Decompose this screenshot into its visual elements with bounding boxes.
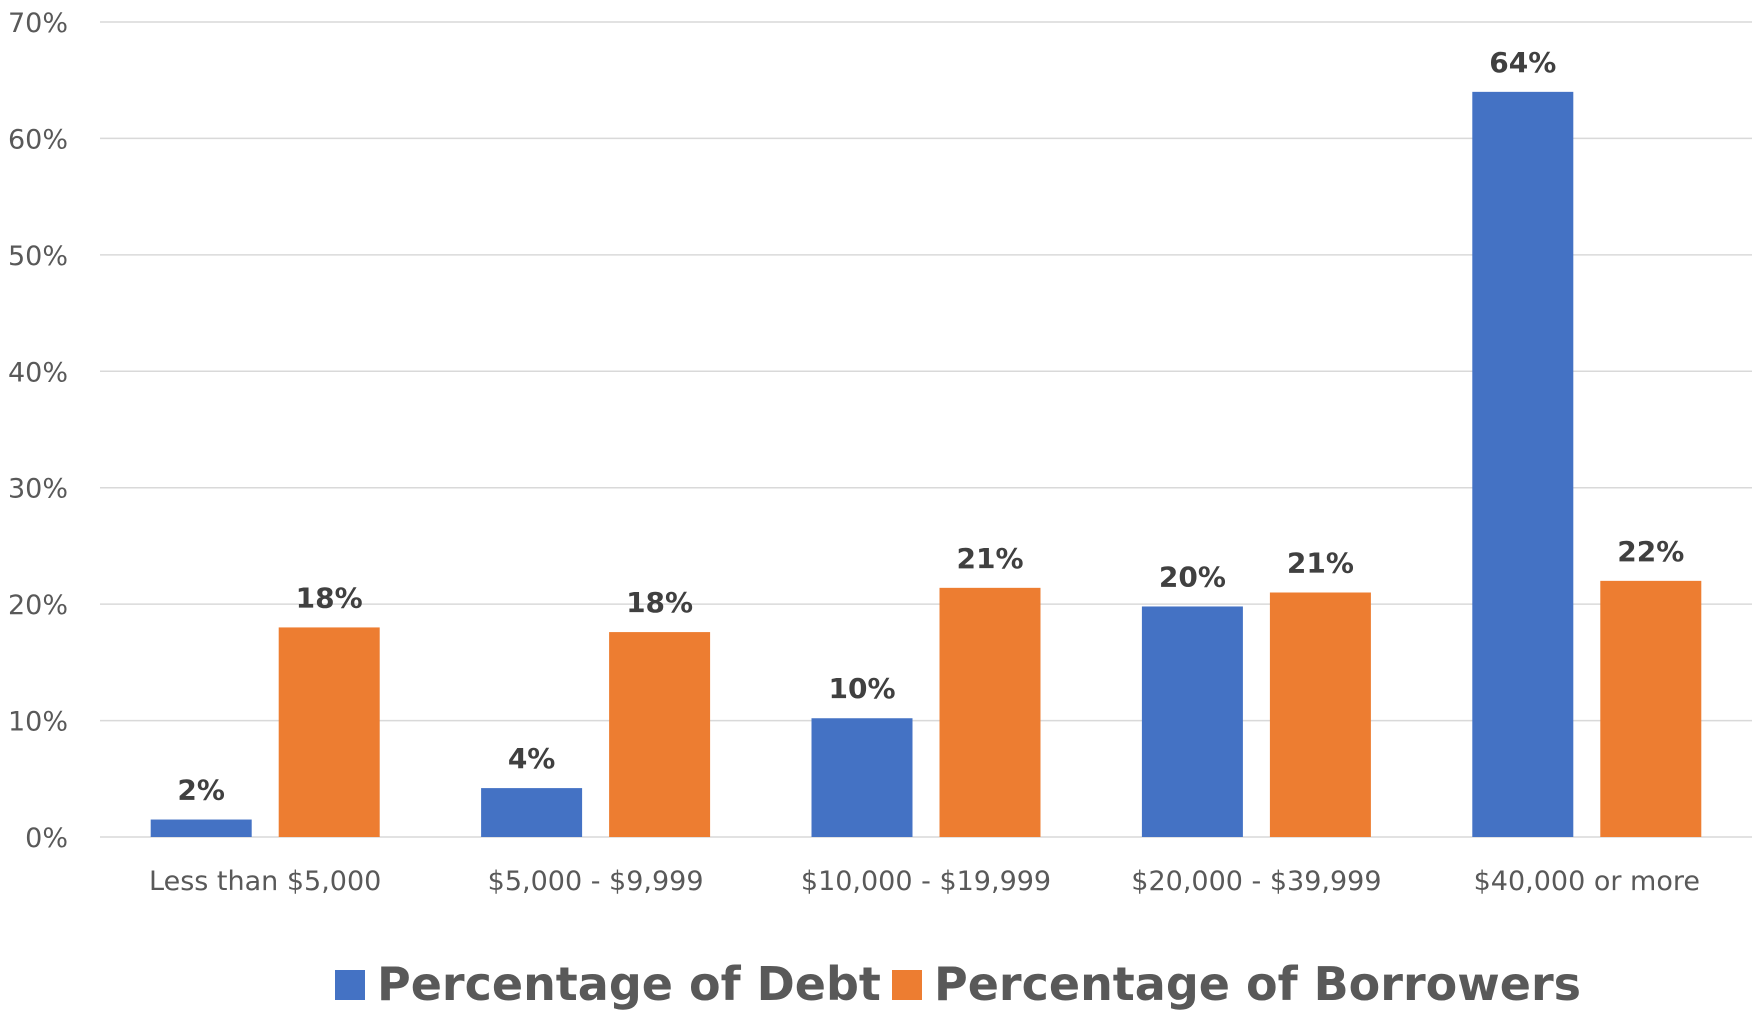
- bars: [150, 91, 1702, 838]
- bar-borrowers-4: [1600, 580, 1702, 837]
- data-label-debt-4: 64%: [1489, 46, 1556, 79]
- y-tick-label: 70%: [8, 8, 68, 39]
- legend: Percentage of Debt Percentage of Borrower…: [335, 957, 1581, 1011]
- bar-debt-0: [150, 819, 252, 837]
- bar-debt-3: [1141, 606, 1243, 837]
- legend-swatch-debt: [335, 970, 365, 1000]
- y-axis-tick-labels: 0% 10% 20% 30% 40% 50% 60% 70%: [8, 8, 68, 854]
- y-tick-label: 40%: [8, 357, 68, 388]
- bar-debt-1: [481, 788, 583, 837]
- y-tick-label: 0%: [25, 823, 68, 854]
- data-label-debt-2: 10%: [828, 672, 895, 705]
- category-label: $10,000 - $19,999: [801, 866, 1051, 897]
- y-tick-label: 60%: [8, 124, 68, 155]
- data-labels: 2% 18% 4% 18% 10% 21% 20% 21% 64% 22%: [177, 46, 1684, 807]
- data-label-borrowers-1: 18%: [626, 586, 693, 619]
- bar-borrowers-1: [609, 632, 711, 837]
- bar-borrowers-2: [939, 587, 1041, 837]
- legend-label-debt: Percentage of Debt: [377, 957, 881, 1011]
- data-label-debt-3: 20%: [1159, 560, 1226, 593]
- data-label-debt-1: 4%: [508, 742, 556, 775]
- legend-swatch-borrowers: [892, 970, 922, 1000]
- bar-borrowers-3: [1269, 592, 1371, 837]
- category-labels: Less than $5,000 $5,000 - $9,999 $10,000 -…: [149, 866, 1700, 897]
- category-label: $20,000 - $39,999: [1131, 866, 1381, 897]
- data-label-borrowers-4: 22%: [1617, 535, 1684, 568]
- y-tick-label: 20%: [8, 590, 68, 621]
- legend-label-borrowers: Percentage of Borrowers: [934, 957, 1581, 1011]
- y-tick-label: 10%: [8, 707, 68, 738]
- bar-debt-4: [1472, 91, 1574, 838]
- bar-debt-2: [811, 718, 913, 837]
- category-label: $40,000 or more: [1474, 866, 1700, 897]
- bar-borrowers-0: [278, 627, 380, 837]
- data-label-borrowers-2: 21%: [956, 542, 1023, 575]
- category-label: $5,000 - $9,999: [488, 866, 704, 897]
- data-label-borrowers-3: 21%: [1287, 547, 1354, 580]
- category-label: Less than $5,000: [149, 866, 381, 897]
- data-label-debt-0: 2%: [177, 774, 225, 807]
- y-tick-label: 50%: [8, 241, 68, 272]
- data-label-borrowers-0: 18%: [296, 581, 363, 614]
- y-tick-label: 30%: [8, 474, 68, 505]
